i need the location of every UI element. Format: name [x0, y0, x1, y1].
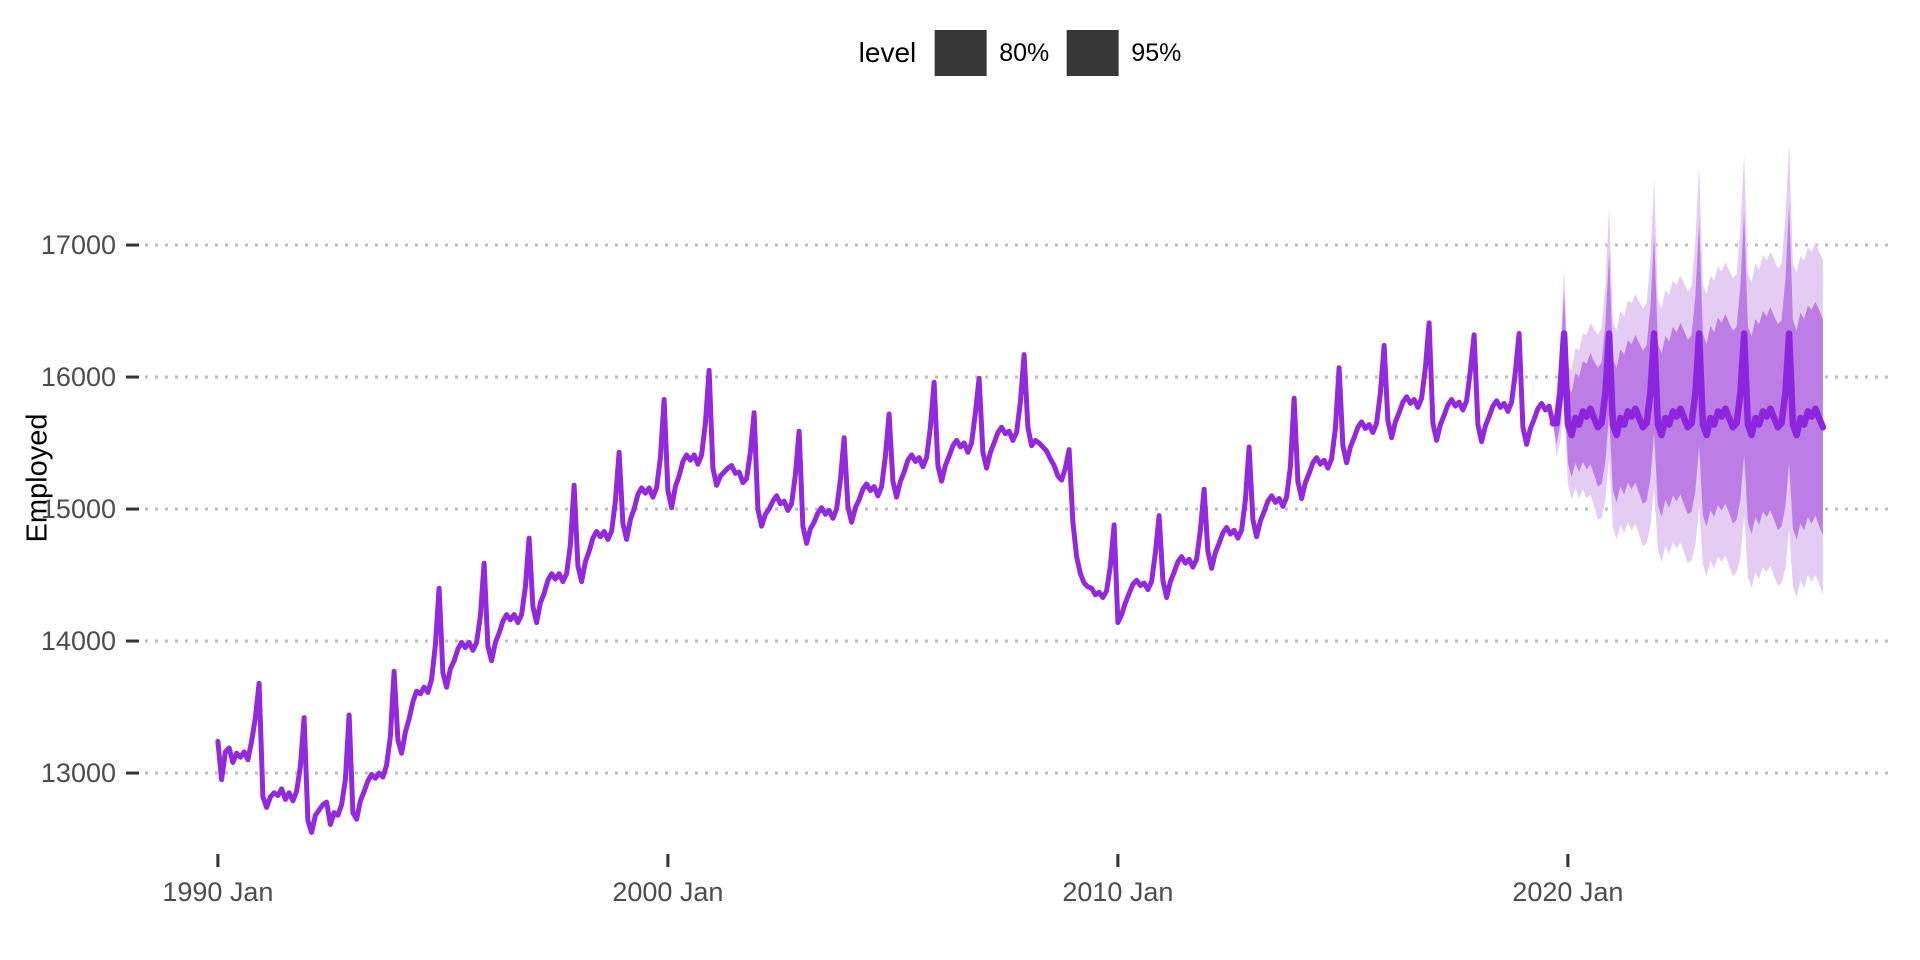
x-tick-label: 2010 Jan	[1062, 877, 1173, 907]
legend-label-80: 80%	[999, 38, 1050, 67]
y-tick-label: 13000	[41, 758, 116, 788]
legend: level 80% 95%	[858, 29, 1182, 77]
interval-ribbon-80	[1552, 204, 1823, 540]
historical-line	[215, 320, 1556, 835]
forecast-mean-line	[1549, 330, 1827, 439]
y-tick-label: 15000	[41, 494, 116, 524]
y-axis-title: Employed	[21, 413, 54, 543]
y-tick-label: 17000	[41, 230, 116, 260]
legend-key-80-swatch	[934, 30, 987, 76]
legend-title: level	[858, 37, 917, 68]
x-tick-label: 2020 Jan	[1512, 877, 1623, 907]
y-tick-label: 14000	[41, 626, 116, 656]
x-tick-label: 1990 Jan	[162, 877, 273, 907]
y-tick-label: 16000	[41, 362, 116, 392]
legend-key-95-swatch	[1066, 30, 1119, 76]
x-tick-label: 2000 Jan	[612, 877, 723, 907]
legend-label-95: 95%	[1131, 38, 1182, 67]
